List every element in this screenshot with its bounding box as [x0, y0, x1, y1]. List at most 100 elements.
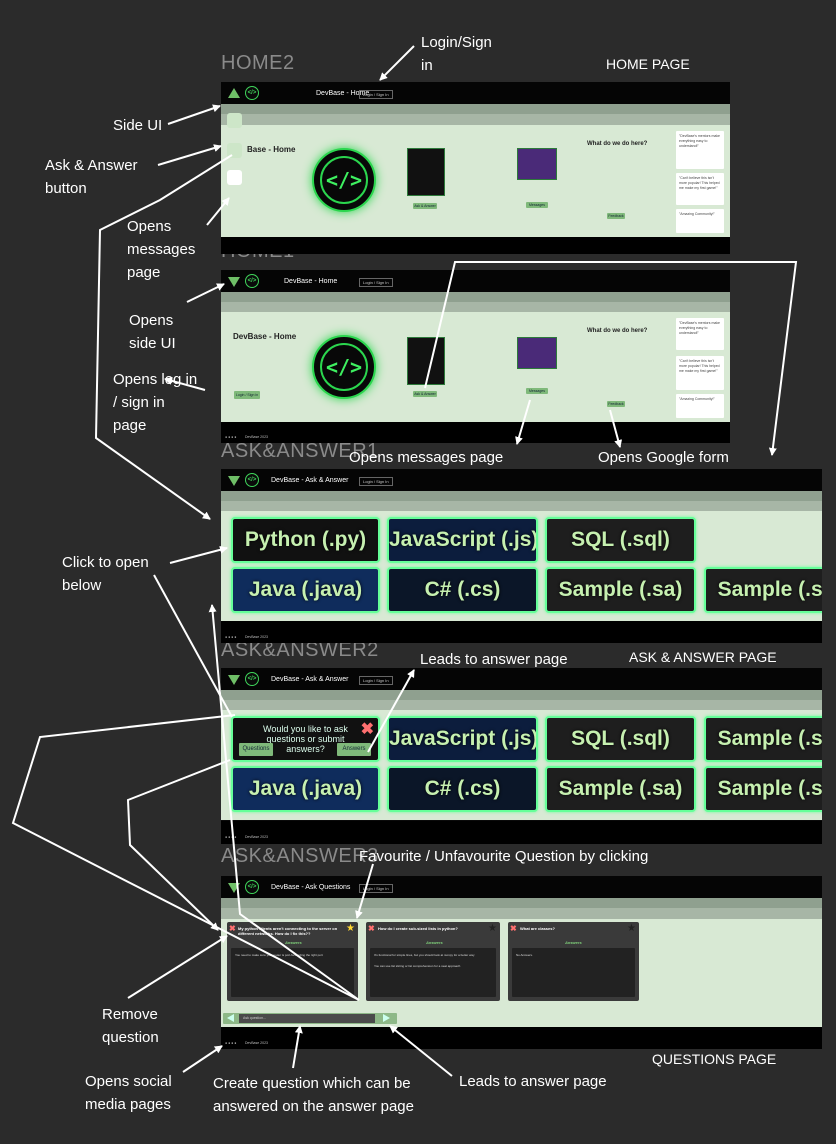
home1-review-3: "Amazing Community!": [676, 394, 724, 418]
arrow-home1-to-aa1: [424, 261, 798, 456]
ann-ask-answer-button: Ask & Answer button: [45, 157, 138, 197]
aa1-login-button[interactable]: Login / Sign In: [359, 477, 393, 486]
home1-login-button[interactable]: Login / Sign In: [359, 278, 393, 287]
aa1-lang-sample-2[interactable]: Sample (.sa): [704, 567, 822, 613]
arrow-click-open: [169, 545, 228, 564]
aa2-footer: ● ● ● ● DevBase 2023: [221, 821, 822, 844]
aa2-lang-java[interactable]: Java (.java): [231, 766, 380, 812]
aa2-stripe-top: [221, 690, 822, 700]
question-title: What are classes?: [520, 926, 555, 931]
answer-text: It's functional for simple lines, but yo…: [374, 953, 475, 957]
arrow-submit-answer: [389, 1025, 453, 1077]
aa2-lang-sql[interactable]: SQL (.sql): [545, 716, 696, 762]
ann-opens-side-ui: Opens side UI: [129, 312, 176, 352]
home1-messages-button[interactable]: Messages: [526, 388, 548, 394]
arrow-questions-to-aa3: [126, 759, 231, 931]
home2-review-2: "Can't believe this isn't more popular! …: [676, 173, 724, 205]
logo-small-icon: </>: [245, 880, 259, 894]
question-card-3: ✖ What are classes? ★ Answers No Answers…: [508, 922, 639, 1001]
arrow-answers-btn: [367, 669, 415, 753]
home1-ask-answer-button[interactable]: Ask & Answer: [413, 391, 437, 397]
aa2-lang-csharp[interactable]: C# (.cs): [387, 766, 538, 812]
page-title-ask-answer: ASK & ANSWER PAGE: [629, 649, 777, 665]
home1-frame: </> DevBase - Home Login / Sign In DevBa…: [221, 270, 730, 443]
home1-stripe-top: [221, 292, 730, 302]
home2-topbar: [221, 82, 730, 104]
submit-arrow-icon[interactable]: [383, 1014, 390, 1022]
aa1-lang-python[interactable]: Python (.py): [231, 517, 380, 563]
aa1-lang-csharp[interactable]: C# (.cs): [387, 567, 538, 613]
home2-big-logo-icon: </>: [312, 148, 376, 212]
open-side-ui-icon[interactable]: [228, 476, 240, 486]
aa2-lang-sample-top[interactable]: Sample (.sa): [704, 716, 822, 762]
remove-question-icon[interactable]: ✖: [229, 924, 236, 933]
unfavourite-star-icon[interactable]: ★: [488, 923, 497, 934]
side-ui-home-icon[interactable]: [227, 113, 242, 128]
remove-question-icon[interactable]: ✖: [368, 924, 375, 933]
frame-label-aa2: ASK&ANSWER2: [221, 639, 379, 661]
home1-title: DevBase - Home: [284, 278, 338, 285]
favourite-star-icon[interactable]: ★: [346, 923, 355, 934]
side-ui-ask-answer-icon[interactable]: [227, 143, 242, 158]
home1-footer: ● ● ● ● DevBase 2023: [221, 422, 730, 443]
unfavourite-star-icon[interactable]: ★: [627, 923, 636, 934]
aa3-frame: </> DevBase - Ask Questions Login / Sign…: [221, 876, 822, 1049]
home2-messages-button[interactable]: Messages: [526, 202, 548, 208]
aa2-title: DevBase - Ask & Answer: [271, 676, 349, 683]
ann-leads-answer-a: Leads to answer page: [420, 651, 568, 668]
aa2-lang-sample-1[interactable]: Sample (.sa): [545, 766, 696, 812]
popup-close-icon[interactable]: ✖: [360, 721, 374, 738]
arrow-create-question: [292, 1025, 303, 1069]
answers-panel: It's functional for simple lines, but yo…: [370, 948, 496, 997]
back-arrow-icon[interactable]: [227, 1014, 234, 1022]
collapse-side-ui-icon[interactable]: [228, 88, 240, 98]
side-ui-messages-icon[interactable]: [227, 170, 242, 185]
arrow-google-form: [609, 409, 623, 448]
aa1-content: Python (.py) JavaScript (.js) SQL (.sql)…: [221, 511, 822, 621]
aa1-title: DevBase - Ask & Answer: [271, 477, 349, 484]
page-title-questions: QUESTIONS PAGE: [652, 1051, 777, 1067]
arrow-loop-to-aa1: [11, 604, 360, 1001]
answers-label: Answers: [285, 940, 302, 945]
aa2-login-button[interactable]: Login / Sign In: [359, 676, 393, 685]
open-side-ui-icon[interactable]: [228, 883, 240, 893]
logo-small-icon: </>: [245, 274, 259, 288]
open-side-ui-icon[interactable]: [228, 675, 240, 685]
answer-text: No Answers.: [516, 953, 533, 957]
aa1-lang-javascript[interactable]: JavaScript (.js): [387, 517, 538, 563]
home2-what-we-do: What do we do here?: [587, 141, 648, 147]
aa1-social-icons[interactable]: ● ● ● ●: [225, 635, 237, 639]
aa3-title: DevBase - Ask Questions: [271, 884, 351, 891]
open-side-ui-icon[interactable]: [228, 277, 240, 287]
answers-panel: No Answers.: [512, 948, 635, 997]
question-title: How do I create sub-sized lists in pytho…: [378, 926, 458, 931]
popup-answers-button[interactable]: Answers: [337, 743, 371, 756]
home1-review-2: "Can't believe this isn't more popular! …: [676, 356, 724, 390]
frame-label-home2: HOME2: [221, 52, 295, 74]
aa3-login-button[interactable]: Login / Sign In: [359, 884, 393, 893]
aa2-footer-text: DevBase 2023: [245, 835, 268, 839]
aa2-lang-javascript[interactable]: JavaScript (.js): [387, 716, 538, 762]
aa1-lang-sample-1[interactable]: Sample (.sa): [545, 567, 696, 613]
home2-ask-answer-button[interactable]: Ask & Answer: [413, 203, 437, 209]
home1-login-signin-button[interactable]: Login / Sign in: [234, 391, 260, 399]
aa2-lang-sample-2[interactable]: Sample (.sa): [704, 766, 822, 812]
arrow-favourite: [355, 863, 374, 919]
aa3-stripe-mid: [221, 908, 822, 919]
home2-feedback-button[interactable]: Feedback: [607, 213, 625, 219]
aa2-social-icons[interactable]: ● ● ● ●: [225, 835, 237, 839]
aa1-lang-java[interactable]: Java (.java): [231, 567, 380, 613]
home1-social-icons[interactable]: ● ● ● ●: [225, 435, 237, 439]
home1-stripe-mid: [221, 302, 730, 312]
ann-opens-log-in: Opens log in / sign in page: [113, 371, 198, 434]
answers-panel: You need to make sure your router is por…: [231, 948, 354, 997]
home1-thumb-messages: [517, 337, 557, 369]
home1-feedback-button[interactable]: Feedback: [607, 401, 625, 407]
popup-questions-button[interactable]: Questions: [239, 743, 273, 756]
remove-question-icon[interactable]: ✖: [510, 924, 517, 933]
aa1-lang-sql[interactable]: SQL (.sql): [545, 517, 696, 563]
arrow-remove-question: [127, 935, 228, 999]
aa3-social-icons[interactable]: ● ● ● ●: [225, 1041, 237, 1045]
home2-login-button[interactable]: Login / Sign In: [359, 90, 393, 99]
ask-question-input[interactable]: Ask question...: [239, 1014, 375, 1023]
